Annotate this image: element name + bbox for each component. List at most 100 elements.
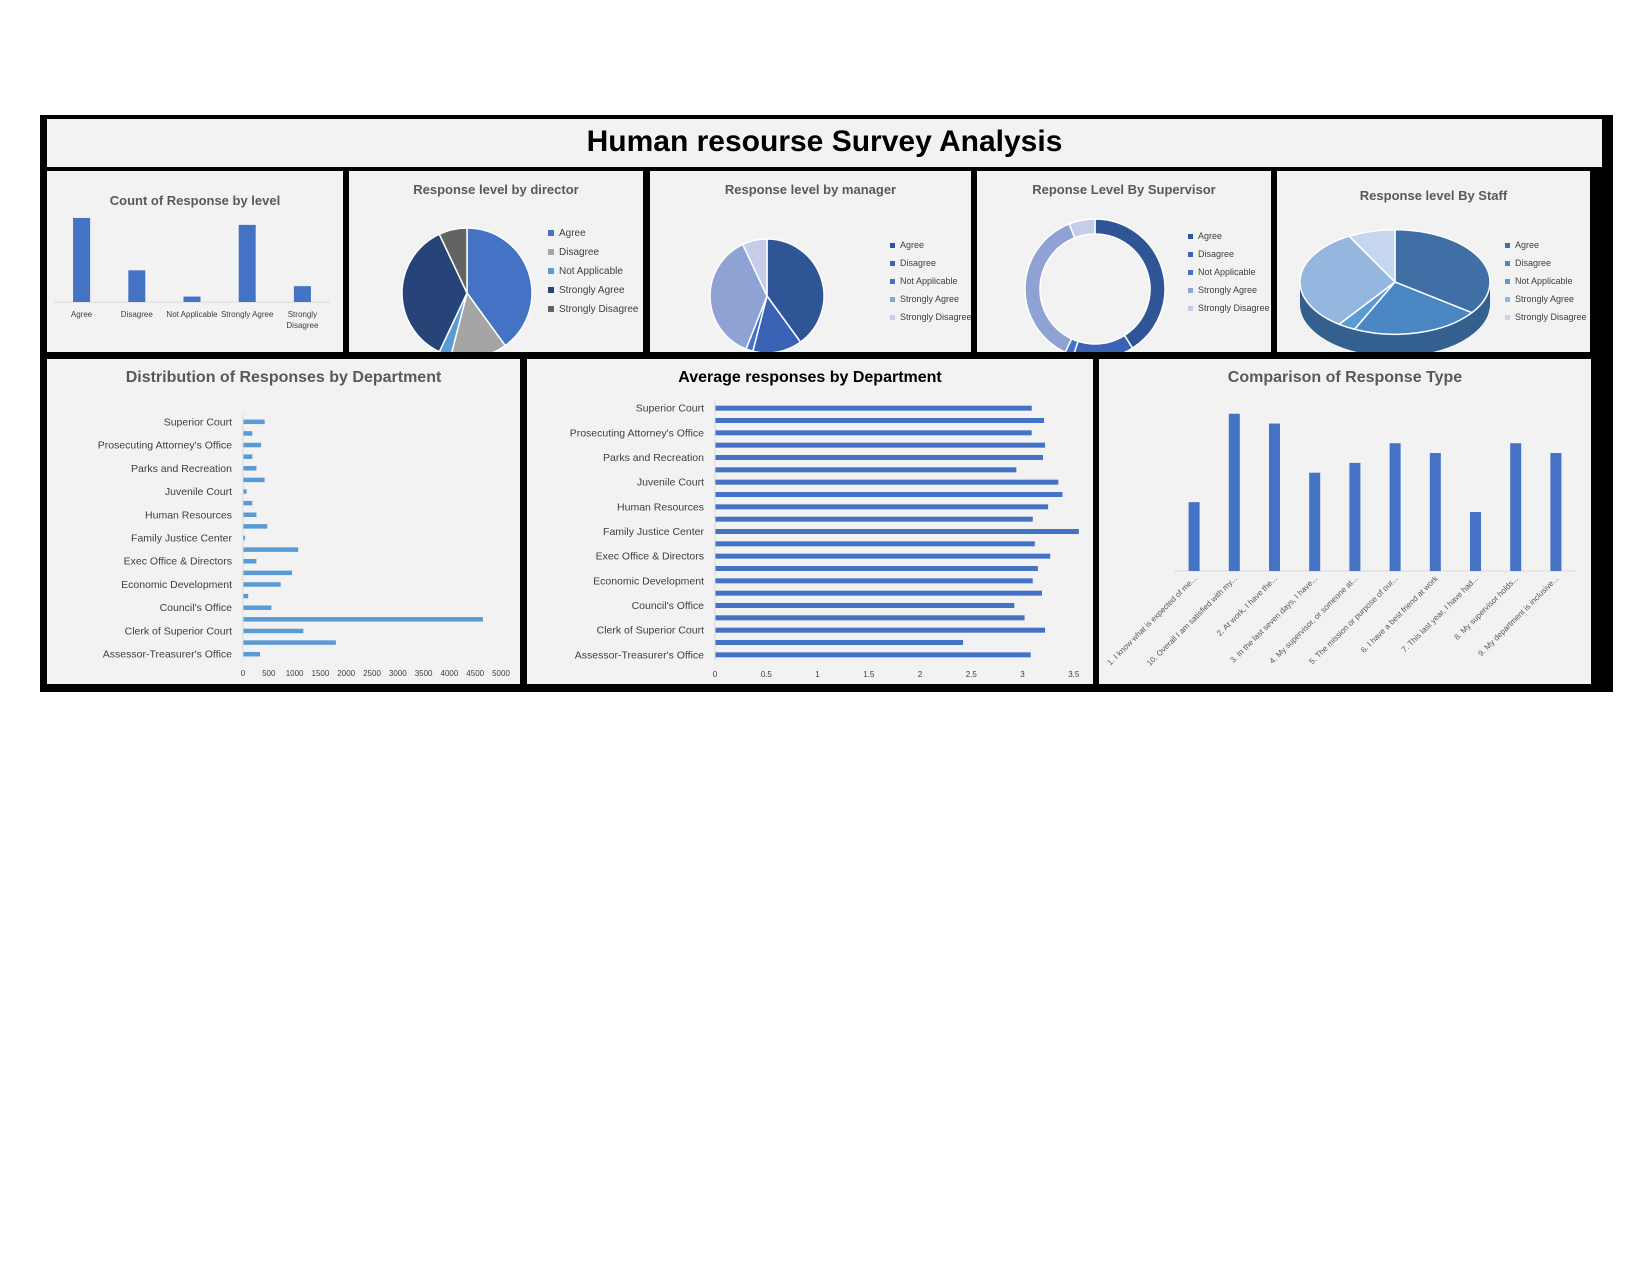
response-type-chart: 1. I know what is expected of me...10. O… xyxy=(1105,413,1576,668)
y-tick-label: Juvenile Court xyxy=(165,486,232,498)
legend-label: Disagree xyxy=(559,247,600,258)
bar xyxy=(243,558,257,564)
legend-swatch xyxy=(890,315,895,321)
legend-swatch xyxy=(1188,270,1193,276)
legend-swatch xyxy=(548,249,554,256)
legend-label: Agree xyxy=(1515,240,1540,250)
y-tick-label: Human Resources xyxy=(617,501,704,513)
bar xyxy=(715,615,1025,621)
bar xyxy=(715,541,1035,547)
title-panel: Human resourse Survey Analysis xyxy=(47,119,1602,167)
bar xyxy=(243,617,483,622)
x-tick-label: Agree xyxy=(71,310,93,319)
legend-swatch xyxy=(890,261,895,267)
legend: Agree Disagree Not Applicable Strongly Agre… xyxy=(890,236,971,326)
legend-label: Disagree xyxy=(1515,258,1552,268)
avg-by-dept-chart: Superior Court Prosecuting Attorney's Off… xyxy=(570,400,1080,679)
bar xyxy=(243,593,249,599)
y-tick-label: Human Resources xyxy=(145,509,232,521)
pie-slice xyxy=(438,227,468,294)
legend-item: Agree xyxy=(548,224,638,243)
y-tick-label: Superior Court xyxy=(164,416,232,428)
legend-label: Disagree xyxy=(900,258,937,268)
x-tick-label: Strongly Agree xyxy=(221,310,274,319)
x-tick-label: 3000 xyxy=(389,669,407,678)
legend-label: Strongly Agree xyxy=(1198,285,1258,295)
x-tick-label: 1.5 xyxy=(863,670,875,679)
x-tick-label: 0 xyxy=(713,670,718,679)
pie-slice xyxy=(741,238,768,297)
y-tick-label: Family Justice Center xyxy=(131,533,232,545)
legend: Agree Disagree Not Applicable Strongly Agre… xyxy=(548,224,638,319)
bar xyxy=(243,582,281,587)
bar xyxy=(1188,502,1200,571)
bar xyxy=(243,605,272,610)
legend-swatch xyxy=(1505,243,1510,249)
bar xyxy=(243,640,336,645)
y-tick-label: Assessor-Treasurer's Office xyxy=(575,649,704,661)
bar xyxy=(1550,453,1562,571)
bar xyxy=(715,529,1079,534)
y-tick-label: Council's Office xyxy=(632,600,705,612)
y-tick-label: Juvenile Court xyxy=(637,477,704,489)
bar xyxy=(715,467,1017,473)
y-tick-label: Council's Office xyxy=(160,602,233,614)
bar xyxy=(715,430,1032,436)
bar xyxy=(715,405,1032,411)
bar xyxy=(715,640,964,645)
chart-title: Comparison of Response Type xyxy=(1227,369,1463,386)
legend-item: Not Applicable xyxy=(1188,263,1270,281)
bar xyxy=(243,512,257,518)
pie-slice xyxy=(1024,222,1076,352)
bar xyxy=(715,442,1046,448)
x-tick-label: 500 xyxy=(262,669,276,678)
bar xyxy=(715,603,1015,608)
legend: Agree Disagree Not Applicable Strongly Agre… xyxy=(1188,227,1270,317)
bar xyxy=(243,431,253,436)
legend-swatch xyxy=(1188,288,1193,294)
x-tick-label: 1 xyxy=(815,670,820,679)
x-tick-label-line: Not Applicable xyxy=(166,310,218,319)
legend-label: Strongly Disagree xyxy=(1515,312,1587,322)
bar xyxy=(1389,443,1401,571)
legend-label: Agree xyxy=(900,240,925,250)
director-pie-chart xyxy=(401,227,533,352)
bar xyxy=(243,500,253,506)
legend-swatch xyxy=(548,268,554,275)
pie-slice xyxy=(1073,334,1134,352)
y-tick-label: Clerk of Superior Court xyxy=(125,625,232,637)
dashboard: Human resourse Survey Analysis Count of … xyxy=(40,115,1613,692)
bar xyxy=(715,455,1043,460)
legend-swatch xyxy=(890,243,895,249)
legend-item: Strongly Disagree xyxy=(890,308,971,326)
bar xyxy=(243,547,299,552)
bar xyxy=(243,466,257,471)
legend-item: Disagree xyxy=(890,254,971,272)
legend: Agree Disagree Not Applicable Strongly Agre… xyxy=(1505,236,1587,326)
staff-pie-panel: Response level By Staff Agree Disagree Not… xyxy=(1277,171,1590,352)
legend-item: Disagree xyxy=(1505,254,1587,272)
y-tick-label: Exec Office & Directors xyxy=(124,556,232,568)
bar xyxy=(1269,423,1280,571)
dist-by-dept-chart: Superior Court Prosecuting Attorney's Off… xyxy=(98,414,510,678)
x-tick-label: 2500 xyxy=(363,669,381,678)
pie-slice xyxy=(709,243,768,350)
y-tick-label: Parks and Recreation xyxy=(603,452,704,464)
bar xyxy=(715,566,1038,571)
legend-swatch xyxy=(1505,315,1510,321)
legend-swatch xyxy=(1188,252,1193,258)
x-tick-label: 2000 xyxy=(337,669,355,678)
y-tick-label: Economic Development xyxy=(593,575,704,587)
legend-item: Strongly Agree xyxy=(1188,281,1270,299)
chart-title: Count of Response by level xyxy=(109,193,281,208)
bar xyxy=(715,516,1033,522)
pie-slice xyxy=(766,238,825,344)
pie-slice xyxy=(1068,218,1096,239)
chart-title: Response level by director xyxy=(413,182,579,197)
bar xyxy=(243,570,293,576)
x-tick-label-line: Agree xyxy=(71,310,93,319)
bar xyxy=(73,217,91,302)
legend-item: Not Applicable xyxy=(548,262,638,281)
bar xyxy=(243,535,246,541)
pie-slice xyxy=(451,291,507,352)
